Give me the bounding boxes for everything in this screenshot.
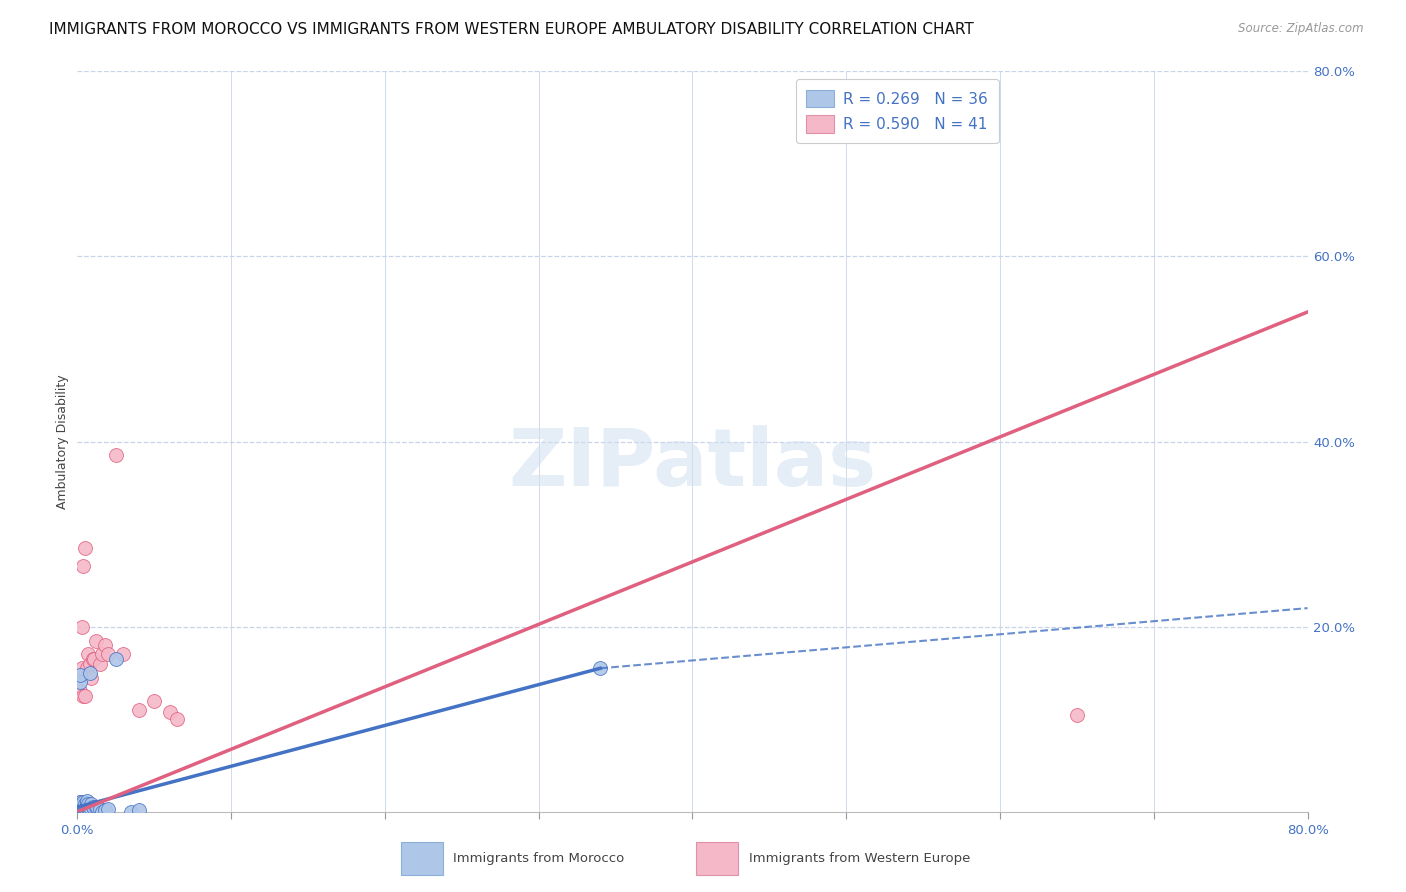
Point [70, 800, 93, 814]
Point [159, 705, 181, 719]
Point [79, 665, 101, 680]
Point [97, 802, 120, 816]
Point [70, 803, 93, 817]
Point [72, 689, 94, 703]
Point [76, 800, 98, 814]
Point [77, 797, 100, 812]
Point [73, 800, 96, 814]
Legend: R = 0.269   N = 36, R = 0.590   N = 41: R = 0.269 N = 36, R = 0.590 N = 41 [796, 79, 998, 144]
Point [90, 648, 114, 662]
Point [104, 652, 127, 666]
FancyBboxPatch shape [401, 842, 443, 875]
Point [80, 797, 103, 812]
Point [73, 805, 96, 819]
Point [70, 661, 93, 675]
Point [79, 657, 101, 671]
Point [76, 661, 98, 675]
Point [942, 101, 965, 115]
Point [112, 648, 135, 662]
Point [128, 803, 150, 817]
Point [76, 797, 98, 812]
Point [73, 541, 96, 555]
Point [69, 796, 91, 810]
Point [69, 800, 91, 814]
Point [73, 689, 96, 703]
Point [1066, 707, 1088, 722]
Point [77, 800, 100, 814]
Point [76, 800, 98, 814]
Point [79, 800, 101, 814]
Point [82, 800, 104, 814]
Point [84, 633, 107, 648]
Point [82, 652, 104, 666]
Y-axis label: Ambulatory Disability: Ambulatory Disability [56, 375, 69, 508]
Point [76, 794, 98, 808]
Point [86, 800, 108, 814]
Point [70, 797, 93, 812]
Point [79, 800, 101, 814]
Point [72, 797, 94, 812]
Text: Immigrants from Morocco: Immigrants from Morocco [453, 852, 624, 865]
Point [76, 797, 98, 812]
Point [72, 559, 94, 574]
Point [84, 800, 107, 814]
Text: Source: ZipAtlas.com: Source: ZipAtlas.com [1239, 22, 1364, 36]
Point [166, 712, 188, 726]
Point [69, 796, 91, 810]
Point [70, 797, 93, 812]
Point [104, 449, 127, 463]
Point [143, 694, 166, 708]
Point [73, 797, 96, 812]
Point [90, 805, 114, 819]
Point [89, 802, 111, 816]
Point [120, 805, 142, 819]
Text: IMMIGRANTS FROM MOROCCO VS IMMIGRANTS FROM WESTERN EUROPE AMBULATORY DISABILITY : IMMIGRANTS FROM MOROCCO VS IMMIGRANTS FR… [49, 22, 974, 37]
Point [79, 805, 101, 819]
Point [67, 797, 90, 812]
Point [80, 671, 103, 685]
Point [69, 667, 91, 681]
Point [89, 657, 111, 671]
Point [67, 797, 90, 812]
Point [73, 797, 96, 812]
Point [70, 619, 93, 633]
Point [94, 803, 117, 817]
Text: Immigrants from Western Europe: Immigrants from Western Europe [749, 852, 970, 865]
Point [72, 798, 94, 813]
Point [69, 800, 91, 814]
Point [72, 800, 94, 814]
FancyBboxPatch shape [696, 842, 738, 875]
Point [77, 800, 100, 814]
Point [72, 800, 94, 814]
Point [77, 648, 100, 662]
Point [97, 648, 120, 662]
Point [70, 800, 93, 814]
Point [73, 800, 96, 814]
Point [83, 652, 105, 666]
Point [67, 800, 90, 814]
Point [72, 796, 94, 810]
Point [589, 661, 612, 675]
Point [69, 675, 91, 690]
Point [67, 800, 90, 814]
Point [73, 802, 96, 816]
Text: ZIPatlas: ZIPatlas [509, 425, 876, 503]
Point [94, 638, 117, 652]
Point [82, 800, 104, 814]
Point [128, 703, 150, 717]
Point [69, 684, 91, 698]
